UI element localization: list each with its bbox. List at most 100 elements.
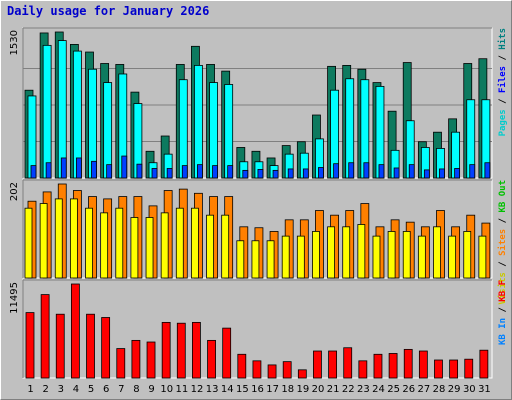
day-label-21: 21 — [327, 384, 340, 395]
kbf-bar-10 — [161, 321, 171, 379]
pages-bar-14 — [227, 165, 234, 179]
day-label-28: 28 — [433, 384, 446, 395]
pages-bar-26 — [408, 164, 415, 179]
day-label-23: 23 — [357, 384, 370, 395]
day-label-14: 14 — [221, 384, 234, 395]
pages-bar-3 — [60, 157, 67, 179]
visits-bar-16 — [251, 240, 260, 279]
top-side-legend-part-4: / — [498, 50, 508, 66]
day-label-15: 15 — [236, 384, 249, 395]
kbf-bar-15 — [237, 353, 247, 379]
top-side-legend-part-5: Hits — [497, 28, 508, 50]
files-bar-14 — [224, 84, 234, 179]
visits-bar-14 — [221, 214, 230, 279]
pages-bar-1 — [30, 165, 37, 179]
day-label-19: 19 — [297, 384, 310, 395]
pages-bar-13 — [212, 165, 218, 179]
kbf-bar-2 — [40, 294, 50, 379]
visits-bar-15 — [236, 240, 245, 279]
visits-bar-12 — [191, 207, 199, 279]
top-side-legend-part-1: Pages — [498, 109, 508, 136]
day-label-9: 9 — [148, 384, 154, 395]
middle-ymax-label: 202 — [9, 182, 20, 201]
visits-bar-4 — [69, 198, 78, 279]
visits-bar-31 — [478, 235, 487, 279]
visits-bar-1 — [24, 207, 33, 279]
pages-bar-5 — [91, 160, 97, 179]
day-label-13: 13 — [206, 384, 219, 395]
visits-bar-22 — [342, 226, 351, 279]
visits-bar-5 — [85, 207, 93, 279]
files-bar-6 — [103, 82, 113, 179]
kbf-bar-26 — [403, 348, 413, 379]
pages-bar-12 — [197, 164, 203, 179]
files-bar-11 — [178, 79, 188, 179]
day-label-29: 29 — [448, 384, 461, 395]
day-label-24: 24 — [372, 384, 385, 395]
kbf-bar-27 — [418, 350, 428, 379]
chart-title: Daily usage for January 2026 — [7, 4, 210, 18]
kbf-bar-11 — [176, 322, 186, 379]
kbf-bar-23 — [358, 360, 368, 379]
pages-bar-11 — [181, 165, 188, 179]
pages-bar-7 — [121, 155, 128, 179]
day-label-11: 11 — [175, 384, 188, 395]
visits-bar-8 — [130, 217, 139, 279]
pages-bar-6 — [106, 164, 113, 179]
kbf-bar-18 — [282, 361, 292, 379]
day-label-4: 4 — [73, 384, 79, 395]
day-label-7: 7 — [118, 384, 124, 395]
visits-bar-19 — [296, 235, 305, 279]
pages-bar-29 — [454, 168, 461, 179]
pages-bar-27 — [423, 169, 430, 179]
kbf-bar-19 — [297, 369, 307, 379]
middle-side-legend: Visits / Sites / KB Out — [497, 180, 508, 305]
visits-bar-7 — [115, 207, 124, 279]
bottom-side-legend-part-3: KB F — [498, 280, 508, 302]
middle-side-legend-part-4: / — [498, 213, 508, 229]
visits-bar-17 — [266, 240, 275, 279]
pages-bar-21 — [333, 163, 339, 179]
visits-bar-3 — [54, 198, 63, 279]
files-bar-12 — [194, 64, 203, 179]
bottom-ymax-label: 11495 — [9, 282, 20, 314]
pages-bar-30 — [469, 164, 476, 179]
pages-bar-16 — [257, 169, 264, 179]
kbf-bar-20 — [313, 350, 322, 379]
middle-side-legend-part-1: Visits — [497, 272, 508, 305]
day-label-10: 10 — [160, 384, 173, 395]
pages-bar-10 — [166, 168, 173, 179]
pages-bar-28 — [439, 168, 445, 179]
files-bar-2 — [42, 44, 52, 179]
kbf-bar-22 — [343, 347, 353, 379]
middle-side-legend-part-5: KB Out — [498, 180, 508, 213]
day-label-17: 17 — [266, 384, 279, 395]
day-label-27: 27 — [418, 384, 431, 395]
kbf-bar-25 — [388, 353, 398, 379]
day-label-1: 1 — [27, 384, 33, 395]
pages-bar-8 — [136, 163, 143, 179]
bottom-side-legend-part-2: / — [498, 302, 508, 318]
kbf-bar-14 — [222, 327, 232, 379]
visits-bar-29 — [448, 235, 457, 279]
bottom-side-legend-part-1: KB In — [498, 318, 508, 345]
visits-bar-2 — [39, 203, 48, 279]
visits-bar-28 — [433, 226, 441, 279]
kbf-bar-13 — [207, 339, 216, 379]
visits-bar-30 — [463, 231, 472, 279]
day-label-8: 8 — [133, 384, 139, 395]
kbf-bar-21 — [328, 350, 337, 379]
kbf-bar-31 — [479, 349, 489, 379]
kbf-bar-3 — [55, 313, 65, 379]
pages-bar-20 — [318, 167, 324, 179]
pages-bar-23 — [363, 162, 370, 179]
kbf-bar-8 — [131, 339, 141, 379]
kbf-bar-17 — [267, 364, 277, 379]
visits-bar-13 — [206, 214, 214, 279]
kbf-bar-5 — [86, 313, 95, 379]
day-label-3: 3 — [58, 384, 64, 395]
day-label-25: 25 — [387, 384, 400, 395]
day-label-2: 2 — [43, 384, 49, 395]
kbf-bar-1 — [25, 312, 35, 379]
